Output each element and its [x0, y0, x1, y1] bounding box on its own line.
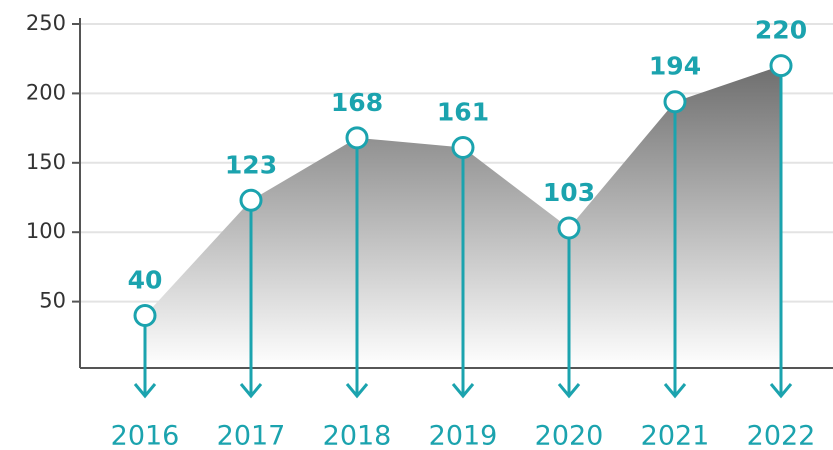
y-tick-label: 50	[39, 289, 66, 313]
marker	[663, 90, 687, 114]
marker	[557, 216, 581, 240]
x-tick-label: 2016	[111, 421, 180, 450]
arrow-head	[663, 383, 687, 399]
x-tick-label: 2021	[641, 421, 710, 450]
x-tick-label: 2020	[535, 421, 604, 450]
value-label: 161	[437, 98, 489, 127]
y-tick-label: 200	[26, 80, 66, 104]
arrow-head	[451, 383, 475, 399]
value-label: 103	[543, 178, 595, 207]
value-label: 40	[128, 265, 163, 294]
arrow-head	[557, 383, 581, 399]
arrow-head	[239, 383, 263, 399]
marker	[451, 136, 475, 160]
y-tick-label: 250	[26, 11, 66, 35]
y-tick-label: 100	[26, 219, 66, 243]
value-label: 168	[331, 88, 383, 117]
x-tick-label: 2022	[747, 421, 816, 450]
value-label: 194	[649, 52, 701, 81]
value-label: 220	[755, 16, 807, 45]
value-label: 123	[225, 150, 277, 179]
marker	[239, 188, 263, 212]
x-tick-label: 2017	[217, 421, 286, 450]
x-tick-label: 2018	[323, 421, 392, 450]
y-tick-label: 150	[26, 150, 66, 174]
marker	[345, 126, 369, 150]
marker	[133, 303, 157, 327]
arrow-head	[345, 383, 369, 399]
x-tick-label: 2019	[429, 421, 498, 450]
arrow-head	[133, 383, 157, 399]
arrow-head	[769, 383, 793, 399]
marker	[769, 54, 793, 78]
